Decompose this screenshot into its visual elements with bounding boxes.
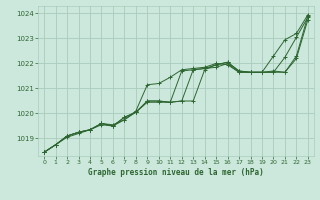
X-axis label: Graphe pression niveau de la mer (hPa): Graphe pression niveau de la mer (hPa) xyxy=(88,168,264,177)
